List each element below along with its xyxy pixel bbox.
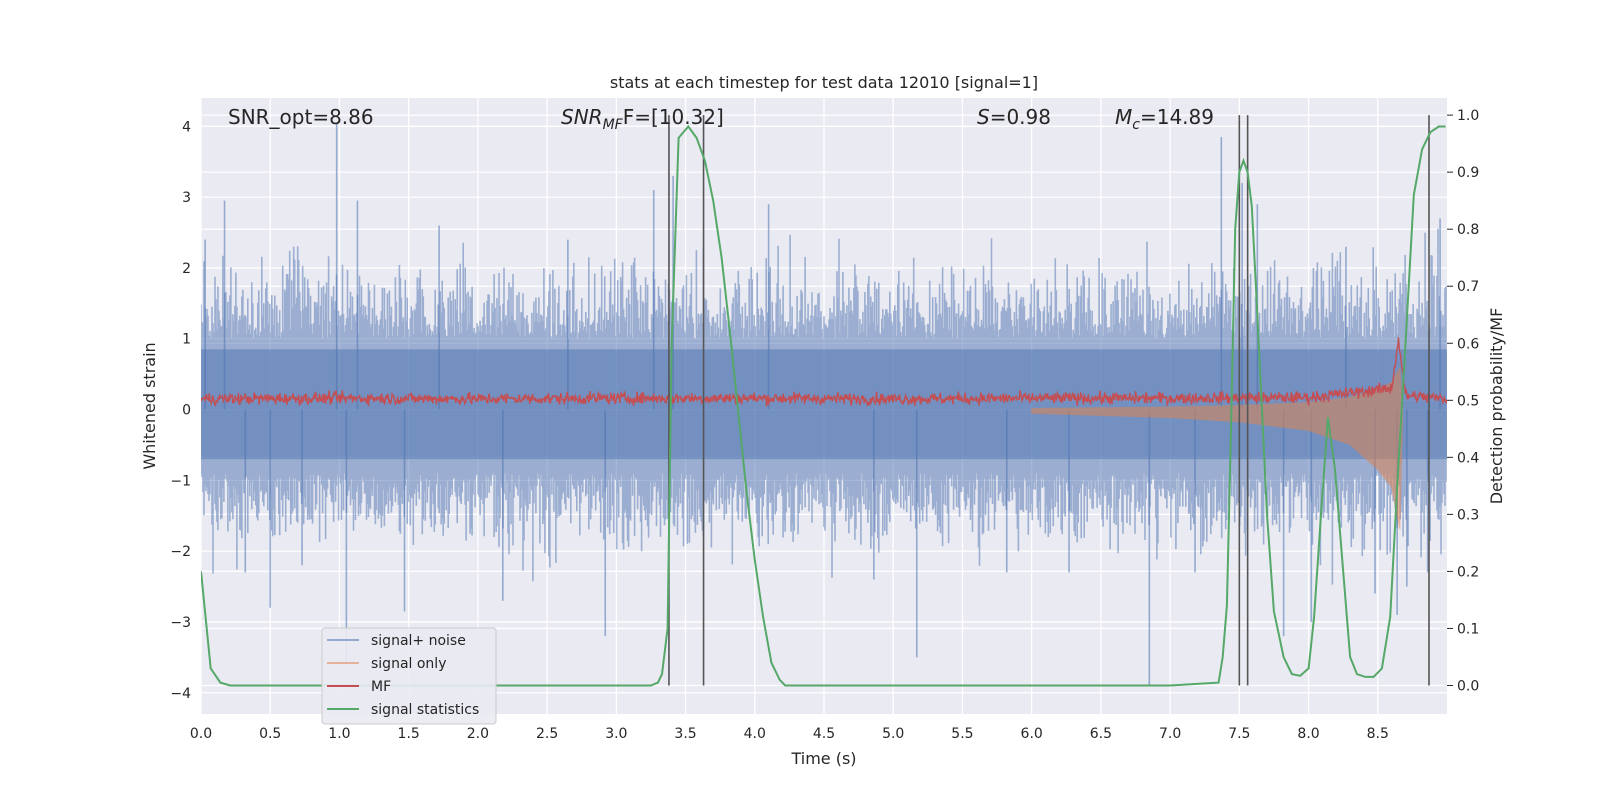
mc-sub: c — [1132, 117, 1140, 133]
y2-tick-label: 0.8 — [1457, 222, 1479, 238]
legend-label-signal-noise: signal+ noise — [371, 633, 466, 649]
y-tick-label: 0 — [182, 403, 191, 419]
x-tick-label: 1.5 — [398, 726, 420, 742]
legend: signal+ noise signal only MF signal stat… — [321, 627, 497, 725]
y2-tick-label: 0.4 — [1457, 450, 1479, 466]
y-axis-label: Whitened strain — [140, 342, 159, 469]
legend-label-mf: MF — [371, 679, 391, 695]
x-tick-label: 0.5 — [259, 726, 281, 742]
x-tick-label: 6.5 — [1090, 726, 1112, 742]
legend-label-signal-statistics: signal statistics — [371, 702, 479, 718]
y-tick-label: −3 — [170, 615, 191, 631]
x-axis-ticks: 0.0 0.5 1.0 1.5 2.0 2.5 3.0 3.5 4.0 4.5 5.0 5.5 6.0 6… — [190, 726, 1389, 742]
x-axis-label: Time (s) — [790, 749, 856, 768]
y-tick-label: −4 — [170, 686, 191, 702]
y2-tick-label: 0.9 — [1457, 165, 1479, 181]
y-tick-label: 2 — [182, 261, 191, 277]
y2-tick-label: 0.2 — [1457, 564, 1479, 580]
signal-only-trace — [1031, 367, 1403, 530]
y2-tick-label: 0.5 — [1457, 393, 1479, 409]
snr-mf-sub: MF — [603, 117, 624, 133]
legend-box — [321, 627, 497, 725]
x-tick-label: 8.0 — [1297, 726, 1319, 742]
annotation-snr-mf: SNRMFF=[10.32] — [561, 105, 724, 133]
y2-tick-label: 0.1 — [1457, 621, 1479, 637]
y-tick-label: −1 — [170, 473, 191, 489]
signal-statistics-line — [201, 124, 1446, 687]
x-tick-label: 3.0 — [605, 726, 627, 742]
y2-tick-label: 1.0 — [1457, 108, 1479, 124]
snr-mf-main: SNR — [561, 105, 603, 129]
y2-tick-label: 0.6 — [1457, 336, 1479, 352]
annotation-snr-opt: SNR_opt=8.86 — [228, 105, 374, 129]
legend-label-signal-only: signal only — [371, 656, 446, 672]
x-tick-label: 3.5 — [674, 726, 696, 742]
s-value: =0.98 — [990, 105, 1051, 129]
y2-axis-label: Detection probability/MF — [1487, 308, 1506, 505]
x-tick-label: 7.0 — [1159, 726, 1181, 742]
y-tick-label: 4 — [182, 119, 191, 135]
y2-tick-label: 0.7 — [1457, 279, 1479, 295]
y2-tick-label: 0.0 — [1457, 678, 1479, 694]
mc-value: =14.89 — [1140, 105, 1214, 129]
x-tick-label: 2.0 — [467, 726, 489, 742]
s-symbol: S — [977, 105, 990, 129]
x-tick-label: 2.5 — [536, 726, 558, 742]
x-tick-label: 7.5 — [1228, 726, 1250, 742]
y-tick-label: 1 — [182, 332, 191, 348]
x-tick-label: 8.5 — [1367, 726, 1389, 742]
x-tick-label: 4.5 — [813, 726, 835, 742]
x-tick-label: 4.0 — [744, 726, 766, 742]
y2-tick-label: 0.3 — [1457, 507, 1479, 523]
x-tick-label: 0.0 — [190, 726, 212, 742]
signal-statistics-series — [201, 124, 1446, 687]
annotation-s: S=0.98 — [977, 105, 1051, 129]
y-tick-label: 3 — [182, 190, 191, 206]
x-tick-label: 6.0 — [1021, 726, 1043, 742]
x-tick-label: 1.0 — [328, 726, 350, 742]
chart-title: stats at each timestep for test data 120… — [610, 73, 1038, 92]
mc-symbol: M — [1115, 105, 1132, 129]
y-tick-label: −2 — [170, 544, 191, 560]
annotation-mc: Mc=14.89 — [1115, 105, 1214, 133]
x-tick-label: 5.0 — [882, 726, 904, 742]
y-axis-ticks: −4 −3 −2 −1 0 1 2 3 4 — [170, 119, 191, 701]
snr-mf-rest: F=[10.32] — [623, 105, 724, 129]
detection-vertical-lines — [668, 115, 1430, 686]
y2-axis-ticks: 0.0 0.1 0.2 0.3 0.4 0.5 0.6 0.7 0.8 0.9 1.0 — [1447, 108, 1479, 694]
signal-only-series — [1031, 367, 1403, 530]
x-tick-label: 5.5 — [951, 726, 973, 742]
